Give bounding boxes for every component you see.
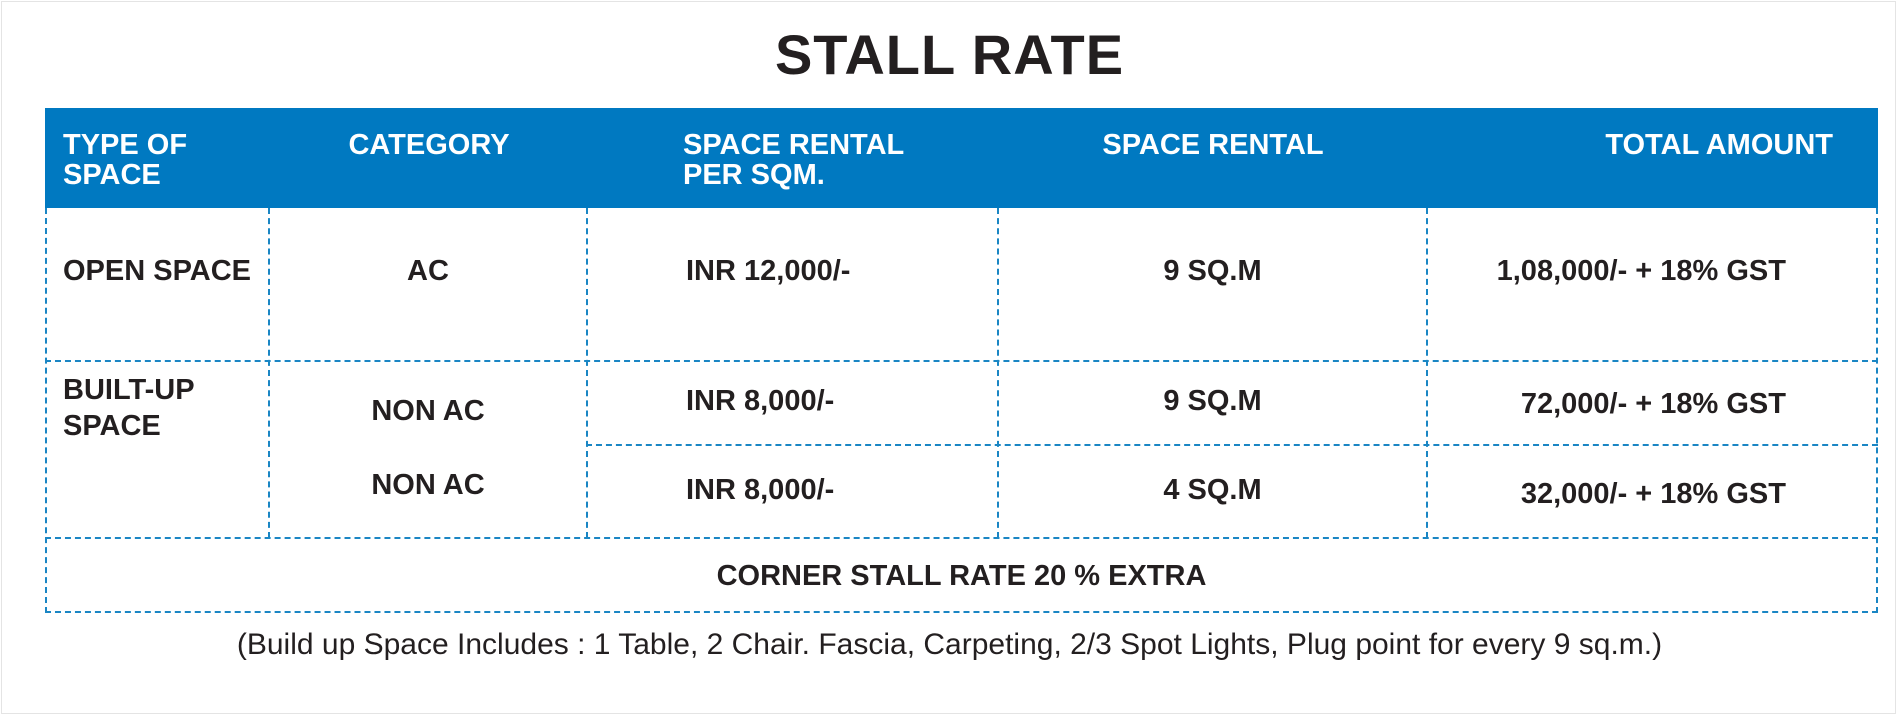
table-right-border bbox=[1876, 208, 1878, 613]
column-divider bbox=[1426, 208, 1428, 538]
cell-category: AC bbox=[407, 255, 449, 287]
table-bottom-border bbox=[45, 611, 1878, 613]
table-header: TYPE OF SPACE CATEGORY SPACE RENTAL PER … bbox=[45, 108, 1878, 208]
cell-category: NON AC bbox=[371, 469, 485, 501]
row-divider bbox=[45, 360, 1878, 362]
table-left-border bbox=[45, 208, 47, 613]
cell-type: BUILT-UP SPACE bbox=[63, 374, 195, 442]
cell-category: NON AC bbox=[371, 395, 485, 427]
cell-rate: INR 12,000/- bbox=[686, 255, 851, 287]
cell-type: OPEN SPACE bbox=[63, 255, 252, 287]
corner-stall-rate: CORNER STALL RATE 20 % EXTRA bbox=[716, 560, 1207, 592]
page-title: STALL RATE bbox=[774, 23, 1125, 86]
column-divider bbox=[586, 208, 588, 538]
cell-total: 32,000/- + 18% GST bbox=[1520, 478, 1786, 510]
cell-rate: INR 8,000/- bbox=[686, 385, 835, 417]
header-total-amount: TOTAL AMOUNT bbox=[1605, 129, 1833, 161]
column-divider bbox=[997, 208, 999, 538]
row-divider bbox=[45, 537, 1878, 539]
cell-total: 72,000/- + 18% GST bbox=[1520, 388, 1786, 420]
header-space-rental: SPACE RENTAL bbox=[1102, 129, 1324, 161]
inclusions-note: (Build up Space Includes : 1 Table, 2 Ch… bbox=[236, 628, 1663, 661]
cell-rate: INR 8,000/- bbox=[686, 474, 835, 506]
row-divider bbox=[586, 444, 1878, 446]
cell-space: 4 SQ.M bbox=[1163, 474, 1262, 506]
cell-space: 9 SQ.M bbox=[1163, 385, 1262, 417]
header-category: CATEGORY bbox=[348, 129, 510, 161]
header-rental-per-sqm: SPACE RENTAL PER SQM. bbox=[683, 129, 904, 191]
cell-total: 1,08,000/- + 18% GST bbox=[1496, 255, 1786, 287]
cell-space: 9 SQ.M bbox=[1163, 255, 1262, 287]
header-type-of-space: TYPE OF SPACE bbox=[63, 129, 188, 191]
column-divider bbox=[268, 208, 270, 538]
